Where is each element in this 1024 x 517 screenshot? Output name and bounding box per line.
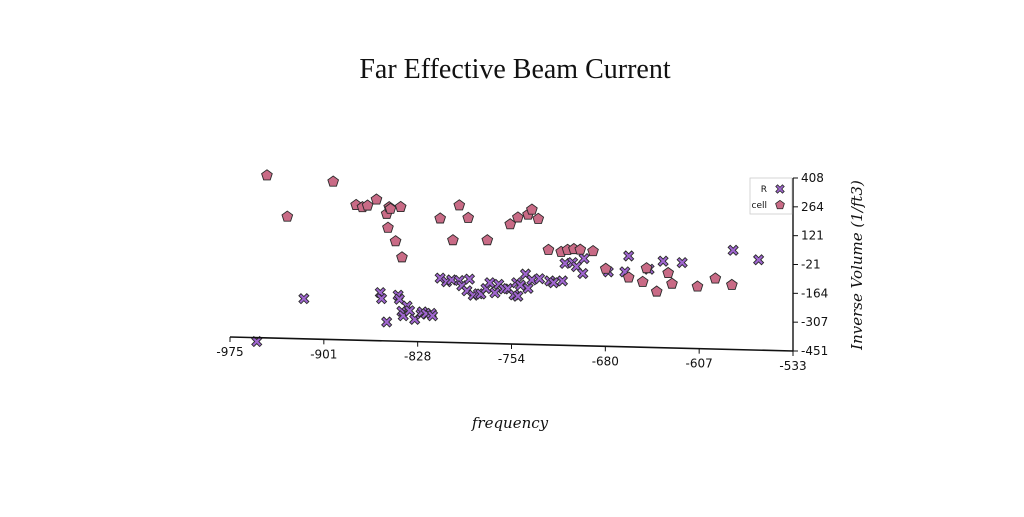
data-point-cell: [462, 211, 475, 223]
x-axis-title: frequency: [471, 414, 549, 432]
legend-marker-r: [775, 184, 785, 194]
y-tick-label: 121: [801, 229, 824, 243]
x-tick-label: -680: [592, 354, 619, 368]
legend: R cell: [749, 177, 793, 215]
data-point-cell: [726, 278, 738, 290]
data-point-cell: [434, 212, 447, 224]
data-point-r: [426, 310, 439, 322]
data-point-r: [547, 277, 560, 289]
legend-label-r: R: [761, 185, 767, 195]
data-point-cell: [396, 251, 408, 263]
data-point-r: [489, 287, 501, 299]
data-point-cell: [361, 199, 374, 211]
data-point-cell: [370, 193, 383, 205]
data-point-cell: [532, 212, 545, 224]
data-point-cell: [691, 280, 704, 292]
data-point-cell: [384, 202, 397, 214]
data-point-r: [556, 275, 569, 287]
x-tick-label: -607: [686, 357, 713, 371]
data-point-cell: [662, 266, 675, 279]
x-tick-label: -901: [310, 347, 337, 361]
data-point-r: [752, 254, 765, 266]
chart-title: Far Effective Beam Current: [359, 54, 670, 85]
series-cell: [261, 169, 738, 297]
data-point-r: [251, 335, 263, 348]
data-point-cell: [587, 244, 599, 257]
data-point-cell: [453, 199, 466, 211]
x-tick-label: -754: [498, 352, 525, 366]
data-point-r: [463, 273, 476, 285]
data-point-r: [381, 316, 393, 328]
axes: -975 -901 -828 -754 -680 -607 -533 408 264 121 -21…: [216, 171, 828, 373]
data-point-cell: [542, 243, 555, 255]
data-point-cell: [481, 234, 494, 246]
data-point-cell: [709, 272, 722, 284]
data-point-cell: [666, 277, 678, 289]
y-tick-label: 264: [801, 200, 824, 214]
data-point-cell: [599, 262, 612, 274]
data-point-cell: [394, 200, 407, 212]
data-point-cell: [526, 203, 538, 215]
data-point-cell: [650, 285, 663, 297]
plot-area: [251, 169, 765, 348]
data-point-r: [298, 293, 310, 305]
data-point-r: [577, 267, 589, 280]
data-point-cell: [447, 234, 459, 246]
legend-label-cell: cell: [752, 201, 768, 211]
y-tick-label: -451: [801, 344, 828, 358]
data-point-cell: [382, 221, 394, 233]
y-tick-label: -307: [801, 315, 828, 329]
data-point-cell: [261, 169, 273, 181]
data-point-r: [578, 252, 590, 265]
data-point-r: [512, 290, 524, 302]
data-point-r: [514, 279, 527, 291]
data-point-cell: [636, 275, 649, 287]
data-point-cell: [512, 211, 524, 223]
y-axis-title: Inverse Volume (1/ft3): [848, 180, 866, 351]
legend-marker-cell: [775, 199, 785, 210]
y-tick-label: -21: [801, 258, 821, 272]
y-tick-label: 408: [801, 171, 824, 185]
data-point-cell: [640, 262, 653, 274]
data-point-r: [657, 255, 669, 267]
series-r: [251, 244, 765, 348]
data-point-cell: [281, 210, 294, 222]
x-tick-label: -975: [216, 345, 243, 359]
data-point-cell: [389, 235, 402, 247]
x-tick-label: -533: [779, 359, 806, 373]
y-tick-label: -164: [801, 286, 828, 300]
data-point-r: [623, 250, 635, 262]
data-point-r: [375, 293, 388, 305]
data-point-r: [484, 277, 496, 289]
data-point-r: [676, 256, 688, 269]
data-point-r: [393, 293, 406, 305]
data-point-cell: [622, 271, 635, 283]
data-point-r: [533, 273, 546, 285]
data-point-cell: [327, 175, 340, 187]
legend-box: [749, 177, 793, 215]
x-tick-label: -828: [404, 350, 431, 364]
data-point-cell: [574, 243, 587, 255]
data-point-r: [727, 244, 739, 256]
